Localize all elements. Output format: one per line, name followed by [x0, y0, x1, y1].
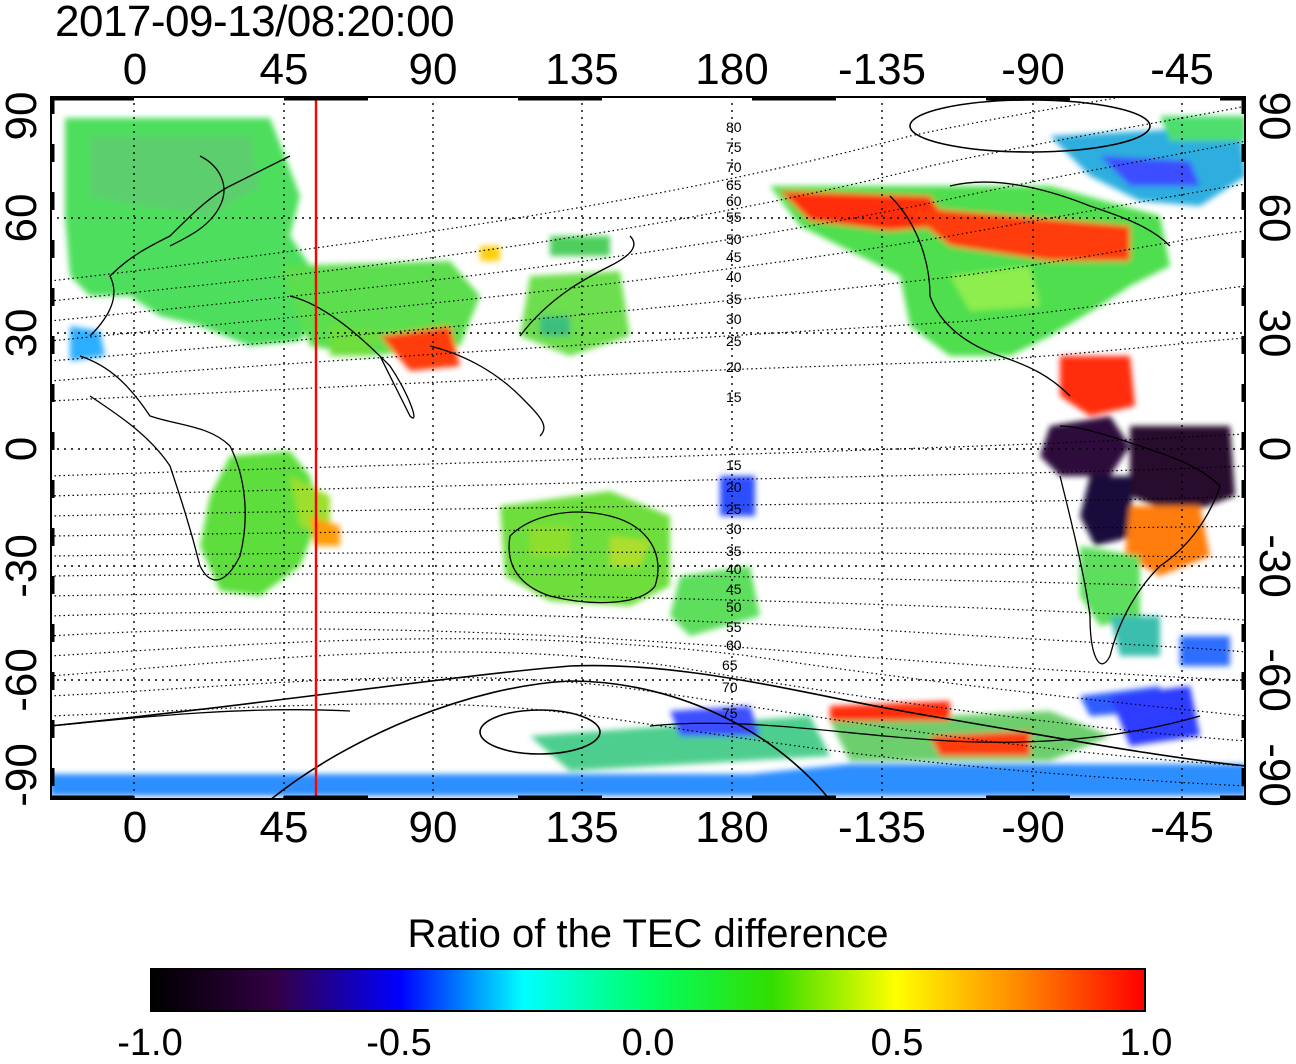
- geomag-label: 25: [726, 501, 742, 517]
- colorbar-tick: 0.5: [870, 1022, 924, 1064]
- geomag-label: 70: [726, 159, 742, 175]
- lon-tick-label-top: -45: [1150, 45, 1214, 94]
- lat-tick-label-left: 0: [0, 436, 46, 462]
- lon-tick-label-bottom: 45: [259, 803, 309, 852]
- lon-tick-label-bottom: -45: [1150, 803, 1214, 852]
- lon-tick-label-bottom: -90: [1001, 803, 1065, 852]
- lon-tick-label-top: 90: [408, 45, 458, 94]
- geomag-label: 20: [726, 359, 742, 375]
- geomag-label: 30: [726, 311, 742, 327]
- lat-tick-label-right: -30: [1250, 534, 1296, 598]
- geomag-label: 45: [726, 581, 742, 597]
- geomag-label: 45: [726, 249, 742, 265]
- geomag-label: 40: [726, 269, 742, 285]
- geomag-label: 80: [726, 119, 742, 135]
- lon-tick-label-top: -135: [837, 45, 927, 94]
- lon-tick-label-bottom: -135: [837, 803, 927, 852]
- lon-tick-label-top: 45: [259, 45, 309, 94]
- coastlines: [50, 155, 1221, 743]
- lat-tick-label-right: 90: [1250, 91, 1296, 141]
- geomag-label: 75: [726, 139, 742, 155]
- geomag-label: 50: [726, 599, 742, 615]
- lon-tick-label-top: 0: [122, 45, 148, 94]
- geomag-label: 65: [722, 657, 738, 673]
- colorbar-tick: 1.0: [1119, 1022, 1173, 1064]
- lat-tick-label-right: -60: [1250, 648, 1296, 712]
- colorbar: [150, 968, 1146, 1012]
- geomag-label: 40: [726, 561, 742, 577]
- geomag-label: 55: [726, 209, 742, 225]
- geomag-label: 35: [726, 543, 742, 559]
- geomag-label: 60: [726, 193, 742, 209]
- geomag-label: 70: [722, 679, 738, 695]
- lat-tick-label-left: 60: [0, 193, 46, 243]
- lon-tick-label-bottom: 0: [122, 803, 148, 852]
- graticule: [50, 96, 1246, 800]
- geomag-label: 75: [722, 705, 738, 721]
- frame-ticks: [50, 96, 1246, 800]
- geomag-label: 15: [726, 457, 742, 473]
- lat-tick-label-right: -90: [1250, 743, 1296, 807]
- geomag-label: 65: [726, 177, 742, 193]
- lon-tick-label-top: 135: [545, 45, 619, 94]
- lon-tick-label-top: -90: [1001, 45, 1065, 94]
- geomag-label: 55: [726, 619, 742, 635]
- lon-tick-label-bottom: 90: [408, 803, 458, 852]
- geomag-label: 30: [726, 521, 742, 537]
- timestamp-title: 2017-09-13/08:20:00: [55, 0, 455, 46]
- lon-tick-label-top: 180: [695, 45, 769, 94]
- lon-tick-label-bottom: 135: [545, 803, 619, 852]
- colorbar-tick: 0.0: [621, 1022, 675, 1064]
- geomag-label: 50: [726, 231, 742, 247]
- geomagnetic-contours: [50, 96, 1246, 787]
- colorbar-tick: -1.0: [117, 1022, 183, 1064]
- lon-tick-label-bottom: 180: [695, 803, 769, 852]
- geomag-label: 20: [726, 479, 742, 495]
- tec-map: 80 75 70 65 60 55 50 45 40 35 30 25 20 1…: [50, 96, 1246, 800]
- lat-tick-label-left: 30: [0, 308, 46, 358]
- colorbar-title: Ratio of the TEC difference: [407, 912, 889, 956]
- geomag-labels: 80 75 70 65 60 55 50 45 40 35 30 25 20 1…: [722, 119, 742, 721]
- geomag-label: 60: [726, 637, 742, 653]
- lat-tick-label-left: -90: [0, 743, 46, 807]
- lat-tick-label-left: 90: [0, 91, 46, 141]
- colorbar-tick: -0.5: [366, 1022, 432, 1064]
- geomag-label: 25: [726, 333, 742, 349]
- geomag-label: 15: [726, 389, 742, 405]
- lat-tick-label-right: 30: [1250, 308, 1296, 358]
- lat-tick-label-left: -30: [0, 534, 46, 598]
- lat-tick-label-right: 60: [1250, 193, 1296, 243]
- lat-tick-label-left: -60: [0, 648, 46, 712]
- lat-tick-label-right: 0: [1250, 436, 1296, 462]
- geomag-label: 35: [726, 291, 742, 307]
